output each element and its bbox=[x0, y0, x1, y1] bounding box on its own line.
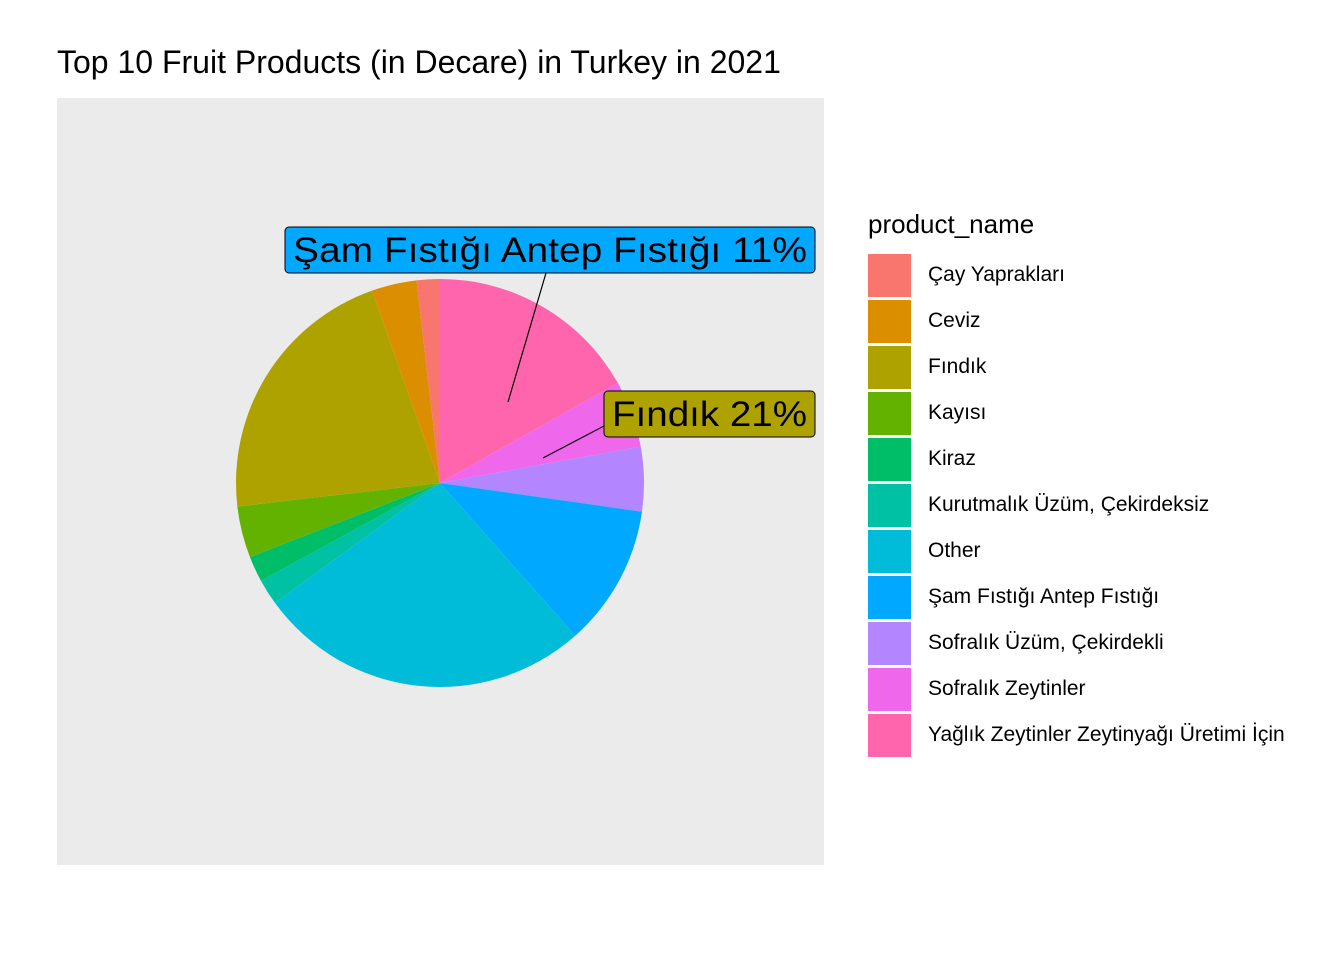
pie-slice bbox=[440, 483, 642, 636]
annotation-box bbox=[284, 226, 816, 274]
pie-slice bbox=[372, 280, 440, 483]
legend-item: Kurutmalık Üzüm, Çekirdeksiz bbox=[868, 482, 1285, 528]
legend-label: Other bbox=[928, 539, 981, 562]
legend-label: Sofralık Zeytinler bbox=[928, 677, 1086, 700]
legend-swatch bbox=[868, 299, 911, 343]
legend-swatch bbox=[868, 667, 911, 711]
legend-item: Çay Yaprakları bbox=[868, 252, 1285, 298]
legend-label: Fındık bbox=[928, 355, 987, 378]
legend-item: Şam Fıstığı Antep Fıstığı bbox=[868, 574, 1285, 620]
pie-slice bbox=[274, 483, 576, 687]
legend-swatch bbox=[868, 529, 911, 573]
legend-swatch bbox=[868, 437, 911, 481]
legend-items: Çay Yaprakları Ceviz Fındık Kayısı Kiraz Kuru… bbox=[868, 252, 1285, 758]
legend-swatch bbox=[868, 391, 911, 435]
pie-annotations: Şam Fıstığı Antep Fıstığı 11% Fındık 21% bbox=[284, 226, 816, 459]
legend-label: Ceviz bbox=[928, 309, 981, 332]
pie-slice bbox=[440, 446, 644, 512]
annotation-label: Fındık 21% bbox=[612, 395, 807, 434]
legend-label: Şam Fıstığı Antep Fıstığı bbox=[928, 585, 1160, 608]
pie-slice bbox=[249, 483, 440, 581]
legend-item: Sofralık Zeytinler bbox=[868, 666, 1285, 712]
legend-item: Ceviz bbox=[868, 298, 1285, 344]
legend-item: Other bbox=[868, 528, 1285, 574]
legend-swatch bbox=[868, 483, 911, 527]
legend-item: Sofralık Üzüm, Çekirdekli bbox=[868, 620, 1285, 666]
pie-slice bbox=[236, 290, 440, 507]
legend-title: product_name bbox=[868, 209, 1035, 239]
legend: product_name Çay Yaprakları Ceviz Fındık Ka… bbox=[868, 206, 1285, 758]
pie-slice bbox=[237, 483, 440, 558]
annotation-box bbox=[603, 390, 816, 438]
legend-swatch bbox=[868, 345, 911, 389]
legend-label: Kayısı bbox=[928, 401, 987, 424]
legend-label: Kiraz bbox=[928, 447, 976, 470]
annotation-label: Şam Fıstığı Antep Fıstığı 11% bbox=[293, 231, 807, 270]
pie-slice bbox=[260, 483, 440, 603]
pie-slice bbox=[416, 279, 440, 483]
annotation-leader-line bbox=[542, 425, 605, 459]
legend-item: Kayısı bbox=[868, 390, 1285, 436]
legend-swatch bbox=[868, 575, 911, 619]
pie-slice bbox=[440, 382, 641, 483]
legend-swatch bbox=[868, 621, 911, 665]
legend-item: Kiraz bbox=[868, 436, 1285, 482]
pie-slice bbox=[440, 279, 618, 483]
legend-label: Sofralık Üzüm, Çekirdekli bbox=[928, 631, 1164, 654]
pie-slices bbox=[236, 279, 644, 687]
legend-swatch bbox=[868, 253, 911, 297]
legend-item: Yağlık Zeytinler Zeytinyağı Üretimi İçin bbox=[868, 712, 1285, 758]
legend-label: Yağlık Zeytinler Zeytinyağı Üretimi İçin bbox=[928, 723, 1285, 746]
chart-title: Top 10 Fruit Products (in Decare) in Tur… bbox=[57, 44, 781, 80]
legend-item: Fındık bbox=[868, 344, 1285, 390]
legend-label: Çay Yaprakları bbox=[928, 263, 1065, 286]
legend-swatch bbox=[868, 713, 911, 757]
legend-label: Kurutmalık Üzüm, Çekirdeksiz bbox=[928, 493, 1210, 516]
annotation-leader-line bbox=[507, 272, 547, 403]
